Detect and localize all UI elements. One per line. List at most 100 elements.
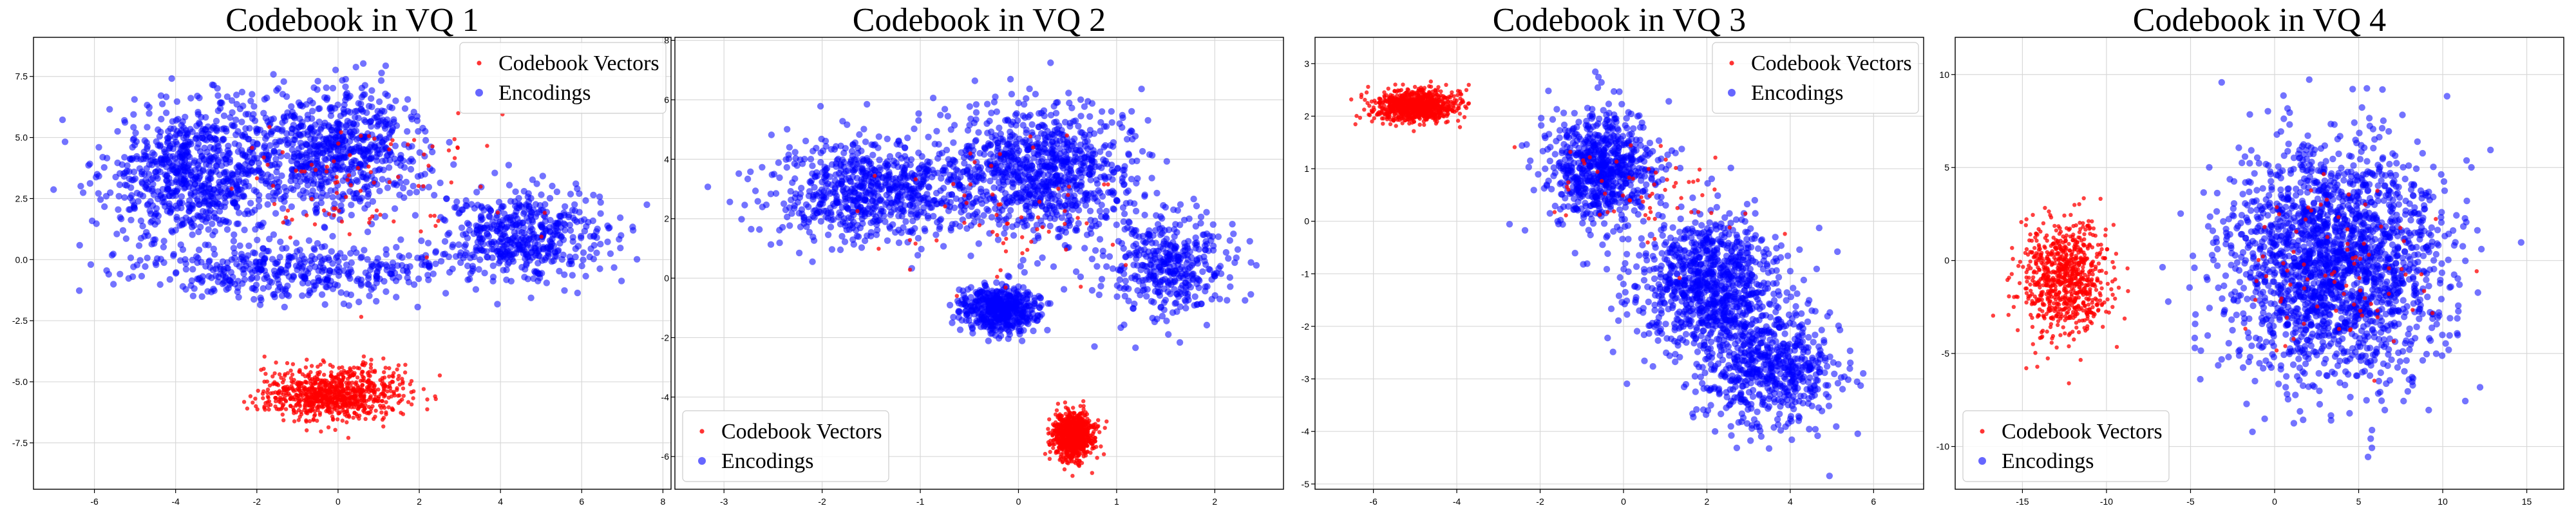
codebook-vector-point	[318, 362, 323, 367]
codebook-vector-point	[327, 405, 331, 409]
encoding-point	[1001, 174, 1009, 181]
encoding-point	[395, 274, 402, 281]
encoding-point	[809, 258, 816, 265]
encoding-point	[266, 277, 273, 285]
encoding-point	[399, 185, 407, 192]
encoding-point	[933, 189, 940, 197]
encoding-point	[561, 212, 568, 219]
encoding-point	[282, 192, 289, 200]
encoding-point	[462, 197, 469, 204]
encoding-point	[416, 149, 423, 156]
encoding-point	[312, 263, 319, 270]
encoding-point	[280, 113, 288, 120]
encoding-point	[204, 123, 212, 130]
encoding-point	[199, 130, 206, 137]
encoding-point	[1033, 221, 1041, 229]
encoding-point	[211, 228, 218, 235]
encoding-point	[385, 164, 393, 171]
encoding-point	[788, 210, 795, 217]
encoding-point	[481, 269, 488, 277]
encoding-point	[807, 156, 815, 163]
encoding-point	[327, 112, 335, 119]
encoding-point	[1017, 263, 1025, 270]
encoding-point	[323, 179, 330, 186]
encoding-point	[182, 266, 190, 273]
encoding-point	[578, 234, 585, 241]
codebook-vector-point	[302, 398, 307, 403]
encoding-point	[388, 104, 396, 111]
encoding-point	[317, 126, 324, 133]
encoding-point	[194, 109, 202, 116]
encoding-point	[833, 199, 840, 206]
encoding-point	[933, 127, 940, 135]
encoding-point	[242, 111, 249, 118]
encoding-point	[906, 187, 913, 194]
encoding-point	[273, 189, 280, 196]
encoding-point	[618, 232, 625, 239]
codebook-vector-point	[292, 419, 297, 424]
encoding-point	[971, 165, 979, 173]
encoding-point	[321, 224, 328, 231]
encoding-point	[507, 239, 514, 246]
codebook-vector-point	[256, 388, 260, 393]
encoding-point	[491, 169, 498, 176]
encoding-point	[858, 244, 866, 251]
encoding-point	[257, 221, 264, 229]
codebook-vector-point	[321, 402, 325, 406]
encoding-point	[368, 263, 375, 270]
encoding-point	[200, 155, 207, 162]
encoding-point	[805, 218, 812, 226]
encoding-point	[946, 203, 954, 211]
codebook-vector-point	[272, 371, 277, 376]
encoding-point	[810, 147, 817, 154]
encoding-point	[827, 223, 835, 230]
encoding-point	[283, 152, 291, 160]
encoding-point	[214, 183, 222, 191]
encoding-point	[1098, 108, 1106, 115]
encoding-point	[829, 216, 837, 223]
codebook-vector-point	[391, 374, 395, 379]
encoding-point	[827, 204, 834, 212]
encoding-point	[396, 252, 403, 259]
encoding-point	[1072, 174, 1079, 182]
encoding-point	[364, 193, 372, 200]
codebook-vector-point	[328, 389, 333, 394]
encoding-point	[495, 259, 502, 267]
encoding-point	[842, 176, 849, 183]
encoding-point	[450, 161, 457, 168]
encoding-point	[1002, 190, 1009, 197]
encoding-point	[592, 228, 600, 235]
codebook-vector-point	[358, 189, 363, 193]
codebook-vector-point	[311, 381, 316, 386]
encoding-point	[303, 189, 310, 196]
encoding-point	[129, 144, 136, 151]
codebook-vector-point	[321, 358, 325, 362]
encoding-point	[568, 260, 575, 268]
encoding-point	[1012, 122, 1019, 129]
encoding-point	[828, 211, 835, 218]
codebook-vector-point	[386, 405, 391, 409]
encoding-point	[409, 158, 417, 165]
encoding-point	[216, 208, 223, 215]
codebook-vector-point	[294, 402, 299, 407]
encoding-point	[1034, 260, 1041, 267]
codebook-vector-point	[319, 389, 324, 393]
encoding-point	[154, 218, 161, 225]
encoding-point	[928, 204, 936, 211]
encoding-point	[382, 157, 389, 164]
encoding-point	[263, 94, 270, 102]
encoding-point	[252, 188, 260, 195]
encoding-point	[539, 173, 546, 180]
encoding-point	[478, 247, 485, 254]
encoding-point	[1086, 127, 1094, 134]
encoding-point	[875, 192, 882, 200]
codebook-vector-point	[338, 389, 343, 394]
codebook-vector-point	[348, 373, 353, 378]
encoding-point	[118, 215, 125, 223]
encoding-point	[1033, 143, 1041, 150]
encoding-point	[854, 201, 861, 209]
encoding-point	[1119, 174, 1126, 182]
codebook-vector-point	[280, 412, 285, 417]
encoding-point	[312, 192, 320, 200]
encoding-point	[309, 187, 316, 194]
